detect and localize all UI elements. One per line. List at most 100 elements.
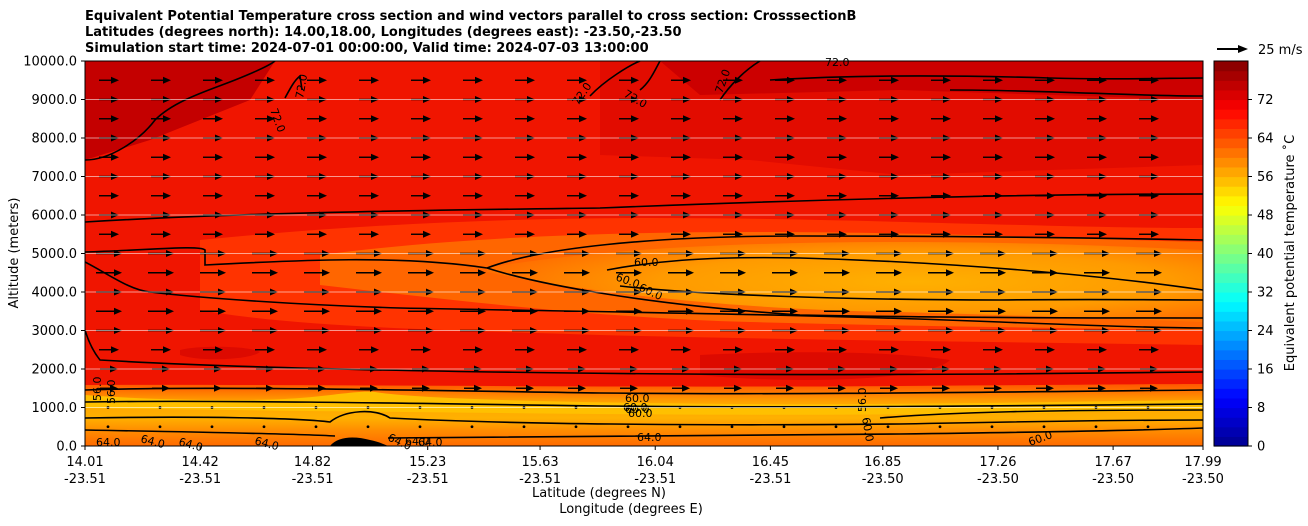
- wind-vector: [408, 269, 434, 277]
- wind-vector: [1084, 307, 1110, 315]
- wind-vector: [515, 153, 535, 161]
- upper-right-max: [640, 61, 1203, 100]
- wind-vector: [99, 230, 119, 238]
- contour-64-b: [486, 235, 1203, 269]
- contour-label: 56.0: [91, 377, 104, 402]
- wind-vector: [99, 346, 119, 354]
- wind-vector: [619, 153, 639, 161]
- wind-vector: [1084, 269, 1110, 277]
- y-tick-label: 5000.0: [32, 247, 78, 262]
- wind-vector: [567, 192, 587, 200]
- wind-vector: [827, 346, 847, 354]
- wind-vector: [158, 425, 162, 429]
- wind-vector: [824, 307, 850, 315]
- wind-vector: [1139, 153, 1159, 161]
- colorbar-segment: [1214, 224, 1248, 235]
- contour-label: 60.0: [859, 416, 876, 442]
- wind-vector: [463, 76, 483, 84]
- warm-patch-left: [180, 346, 260, 360]
- x-tick-label-lat: 16.85: [864, 455, 901, 470]
- wind-vector: [672, 384, 690, 392]
- wind-vector: [1035, 76, 1055, 84]
- x-tick-label-lon: -23.51: [64, 472, 106, 487]
- colorbar-segment: [1214, 118, 1248, 129]
- wind-vector: [411, 153, 431, 161]
- wind-vector: [356, 307, 382, 315]
- wind-vector: [564, 269, 590, 277]
- wind-vector: [879, 76, 899, 84]
- x-tick-label-lat: 14.42: [182, 455, 219, 470]
- wind-vector: [356, 269, 382, 277]
- wind-vector: [720, 307, 746, 315]
- x-tick-label-lon: -23.50: [1092, 472, 1134, 487]
- wind-vector: [616, 269, 642, 277]
- contour-label: 60.0: [625, 403, 650, 416]
- wind-vector: [827, 76, 847, 84]
- wind-vector: [928, 307, 954, 315]
- wind-vector: [1139, 76, 1159, 84]
- contour-56-a: [85, 400, 1203, 408]
- contour-label: 64.0: [253, 434, 280, 453]
- wind-vector: [96, 269, 122, 277]
- contour-label: 60.0: [634, 256, 659, 269]
- wind-vector: [724, 384, 742, 392]
- x-axis: 14.01 -23.51 14.42 -23.51 14.82 -23.51 15.23 -2…: [64, 446, 1224, 487]
- wind-vector: [359, 192, 379, 200]
- wind-vector: [463, 153, 483, 161]
- wind-vector: [255, 115, 275, 123]
- wind-vector: [359, 115, 379, 123]
- wind-vector: [772, 269, 798, 277]
- y-tick-label: 1000.0: [32, 401, 78, 416]
- upper-left-max: [85, 61, 275, 160]
- wind-vector: [200, 307, 226, 315]
- wind-vector: [308, 384, 326, 392]
- x-tick-label-lat: 15.23: [409, 455, 446, 470]
- colorbar-segment: [1214, 243, 1248, 255]
- wind-vector: [626, 425, 630, 429]
- colorbar-segment: [1214, 138, 1248, 149]
- colorbar-segment: [1214, 176, 1248, 187]
- wind-vector: [307, 346, 327, 354]
- x-tick-label-lon: -23.50: [1182, 472, 1224, 487]
- wind-vector: [1042, 425, 1046, 429]
- wind-vector: [619, 230, 639, 238]
- wind-vector: [723, 153, 743, 161]
- wind-vector: [1087, 346, 1107, 354]
- wind-vector: [876, 269, 902, 277]
- wind-vector: [668, 307, 694, 315]
- contour-lines: [85, 61, 1203, 439]
- contour-label: 64.0: [405, 435, 430, 448]
- colorbar-segment: [1214, 349, 1248, 360]
- colorbar-segment: [1214, 378, 1248, 389]
- wind-vector: [1087, 230, 1107, 238]
- wind-vector: [1087, 115, 1107, 123]
- wind-vector: [1087, 153, 1107, 161]
- y-tick-label: 6000.0: [32, 209, 78, 224]
- wind-vector: [1139, 346, 1159, 354]
- colorbar-segment: [1214, 436, 1248, 447]
- wind-vector: [307, 192, 327, 200]
- wind-vector: [360, 384, 378, 392]
- wind-vector: [723, 115, 743, 123]
- colorbar-segment: [1214, 397, 1248, 409]
- colorbar-segment: [1214, 330, 1248, 341]
- wind-vector: [203, 76, 223, 84]
- wind-vector: [411, 115, 431, 123]
- wind-vector: [879, 346, 899, 354]
- wind-vector: [567, 115, 587, 123]
- wind-vector: [1035, 115, 1055, 123]
- wind-vector: [616, 307, 642, 315]
- quiver-key: 25 m/s: [1217, 43, 1303, 58]
- wind-vector: [1088, 384, 1106, 392]
- terrain: [330, 437, 388, 446]
- wind-vector: [938, 425, 942, 429]
- wind-vector: [359, 76, 379, 84]
- colorbar-segment: [1214, 253, 1248, 264]
- colorbar-segment: [1214, 407, 1248, 418]
- wind-vector: [408, 307, 434, 315]
- wind-vector: [827, 115, 847, 123]
- contour-60-a: [606, 256, 1203, 291]
- wind-vector: [567, 153, 587, 161]
- wind-vector: [931, 346, 951, 354]
- wind-vector: [879, 192, 899, 200]
